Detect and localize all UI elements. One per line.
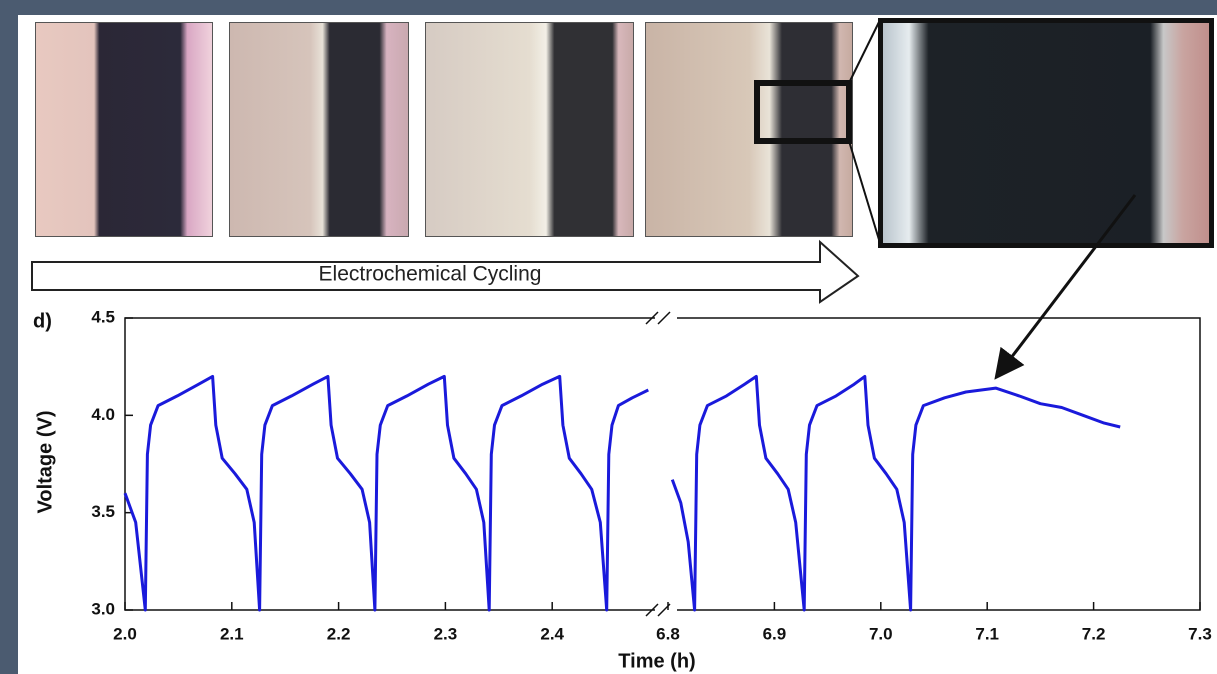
x-tick-label: 7.2 xyxy=(1082,624,1106,643)
panel-label: d) xyxy=(33,310,52,332)
zoom-line xyxy=(849,20,880,83)
zoom-line xyxy=(849,141,880,243)
x-tick-label: 2.0 xyxy=(113,624,137,643)
axis-break-gap xyxy=(655,305,677,635)
y-tick-label: 4.0 xyxy=(91,405,115,424)
x-tick-label: 2.3 xyxy=(434,624,458,643)
zoom-box xyxy=(757,83,849,141)
x-tick-label: 2.2 xyxy=(327,624,351,643)
y-tick-label: 4.5 xyxy=(91,307,115,326)
page: {"chart_data": {"type": "line", "panel_l… xyxy=(0,0,1217,674)
voltage-line xyxy=(125,376,1120,610)
y-axis-label: Voltage (V) xyxy=(34,411,56,514)
x-tick-label: 6.8 xyxy=(656,624,680,643)
y-tick-label: 3.5 xyxy=(91,502,115,521)
chart: Electrochemical Cycling d) Time (h) Volt… xyxy=(0,0,1217,674)
x-tick-label: 6.9 xyxy=(763,624,787,643)
y-tick-label: 3.0 xyxy=(91,599,115,618)
x-tick-label: 2.1 xyxy=(220,624,244,643)
pointer-arrow xyxy=(998,195,1135,375)
x-tick-label: 7.1 xyxy=(975,624,999,643)
banner-text: Electrochemical Cycling xyxy=(319,263,542,286)
x-axis-label: Time (h) xyxy=(618,650,695,672)
x-tick-label: 7.0 xyxy=(869,624,893,643)
x-tick-label: 7.3 xyxy=(1188,624,1212,643)
x-tick-label: 2.4 xyxy=(540,624,564,643)
